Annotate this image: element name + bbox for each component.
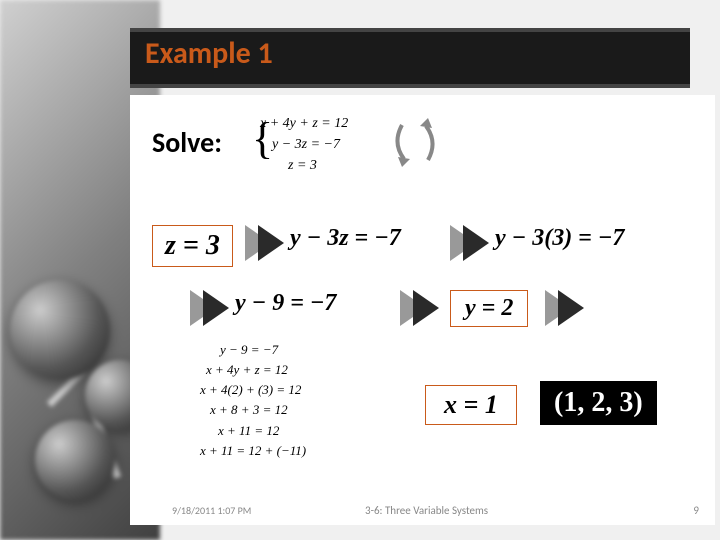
- chevron-icon: [203, 290, 229, 326]
- flow-step-3: y − 9 = −7: [235, 290, 336, 317]
- system-eq1: x + 4y + z = 12: [260, 113, 348, 134]
- final-answer-box: (1, 2, 3): [540, 381, 657, 425]
- work-line: x + 11 = 12 + (−11): [200, 441, 306, 461]
- flow-step-2: y − 3(3) = −7: [495, 225, 624, 252]
- flow-step-1: y − 3z = −7: [290, 225, 401, 252]
- chevron-icon: [258, 225, 284, 261]
- chevron-icon: [463, 225, 489, 261]
- chevron-icon: [413, 290, 439, 326]
- work-line: y − 9 = −7: [200, 340, 306, 360]
- x-equals-1-box: x = 1: [425, 385, 517, 425]
- footer-date: 9/18/2011 1:07 PM: [172, 504, 251, 517]
- equation-system: x + 4y + z = 12 y − 3z = −7 z = 3: [260, 113, 348, 176]
- cycle-arrows-icon: [390, 115, 440, 170]
- z-equals-3-box: z = 3: [152, 225, 233, 267]
- working-steps: y − 9 = −7 x + 4y + z = 12 x + 4(2) + (3…: [200, 340, 306, 461]
- work-line: x + 11 = 12: [200, 421, 306, 441]
- system-eq2: y − 3z = −7: [260, 134, 348, 155]
- system-eq3: z = 3: [260, 155, 348, 176]
- footer-page-number: 9: [693, 504, 699, 517]
- work-line: x + 4y + z = 12: [200, 360, 306, 380]
- work-line: x + 8 + 3 = 12: [200, 400, 306, 420]
- y-equals-2-box: y = 2: [450, 290, 528, 327]
- slide-title: Example 1: [145, 35, 273, 72]
- chevron-icon: [558, 290, 584, 326]
- solve-label: Solve:: [152, 125, 222, 160]
- decor-sphere: [35, 420, 115, 500]
- decor-sphere: [10, 280, 110, 380]
- content-area: Solve: { x + 4y + z = 12 y − 3z = −7 z =…: [130, 95, 715, 525]
- footer-section: 3-6: Three Variable Systems: [365, 504, 488, 517]
- work-line: x + 4(2) + (3) = 12: [200, 380, 306, 400]
